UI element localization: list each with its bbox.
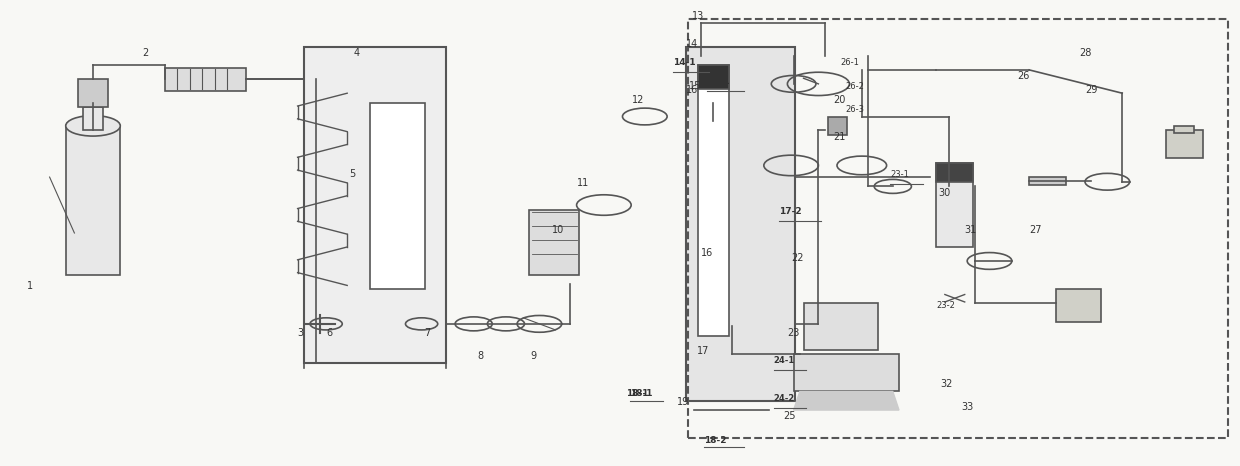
Text: 16: 16	[701, 248, 713, 258]
Bar	[529, 210, 579, 275]
Bar	[828, 116, 847, 135]
Text: 7: 7	[424, 328, 430, 337]
Bar	[165, 68, 246, 91]
Bar	[304, 47, 446, 363]
Text: 2: 2	[143, 48, 149, 58]
Bar	[804, 303, 878, 350]
Text: 4: 4	[353, 48, 360, 58]
Bar	[686, 47, 795, 401]
Text: 30: 30	[939, 188, 951, 198]
Text: 15: 15	[689, 81, 702, 90]
Text: 24-2: 24-2	[774, 394, 795, 403]
Text: 13: 13	[692, 11, 704, 21]
Text: 5: 5	[350, 169, 356, 179]
Text: 1: 1	[27, 281, 33, 291]
Bar	[1029, 177, 1066, 185]
Text: 27: 27	[1029, 225, 1042, 235]
Text: 17-1: 17-1	[707, 77, 729, 86]
Text: 26-3: 26-3	[846, 105, 864, 114]
Text: 17: 17	[697, 346, 709, 356]
Text: 24-1: 24-1	[774, 356, 795, 365]
Text: 23: 23	[787, 328, 800, 337]
Bar	[1166, 130, 1203, 158]
Bar	[794, 354, 899, 391]
Bar	[66, 126, 120, 275]
Text: 9: 9	[531, 351, 537, 361]
Text: 32: 32	[940, 379, 952, 389]
Bar	[936, 163, 973, 247]
Text: 12: 12	[632, 95, 645, 104]
Text: 10: 10	[552, 225, 564, 235]
Text: 18-1: 18-1	[626, 389, 649, 398]
Text: 11: 11	[577, 178, 589, 188]
Text: 18-1: 18-1	[630, 389, 652, 398]
Text: 14-1: 14-1	[673, 58, 696, 67]
Text: 19: 19	[677, 397, 689, 407]
Text: 17-2: 17-2	[779, 207, 801, 216]
Text: 8: 8	[477, 351, 484, 361]
Bar	[1174, 126, 1194, 133]
Bar	[370, 103, 425, 289]
Text: 33: 33	[961, 402, 973, 412]
Text: 18-2: 18-2	[704, 436, 727, 445]
Bar	[78, 79, 108, 107]
Text: 3: 3	[298, 328, 304, 337]
Text: 26-2: 26-2	[846, 82, 864, 90]
Text: 31: 31	[965, 225, 977, 235]
Text: 23-1: 23-1	[890, 170, 909, 179]
Text: 25: 25	[784, 411, 796, 421]
Text: 22: 22	[791, 253, 804, 263]
Bar	[936, 163, 973, 182]
Polygon shape	[794, 391, 899, 410]
Text: 21: 21	[833, 132, 846, 142]
Bar	[698, 65, 729, 89]
Text: 29: 29	[1085, 85, 1097, 95]
Text: 6: 6	[326, 328, 332, 337]
Circle shape	[66, 116, 120, 136]
Bar	[1056, 289, 1101, 322]
Text: 23-2: 23-2	[936, 301, 955, 309]
Text: 28: 28	[1079, 48, 1091, 58]
Text: 26: 26	[1017, 71, 1029, 81]
Text: 26-1: 26-1	[841, 58, 859, 67]
Text: 16: 16	[686, 85, 698, 95]
Bar	[698, 65, 729, 336]
Bar	[83, 107, 103, 130]
Text: 20: 20	[833, 95, 846, 104]
Text: 14: 14	[686, 39, 698, 48]
Bar	[688, 19, 1228, 438]
